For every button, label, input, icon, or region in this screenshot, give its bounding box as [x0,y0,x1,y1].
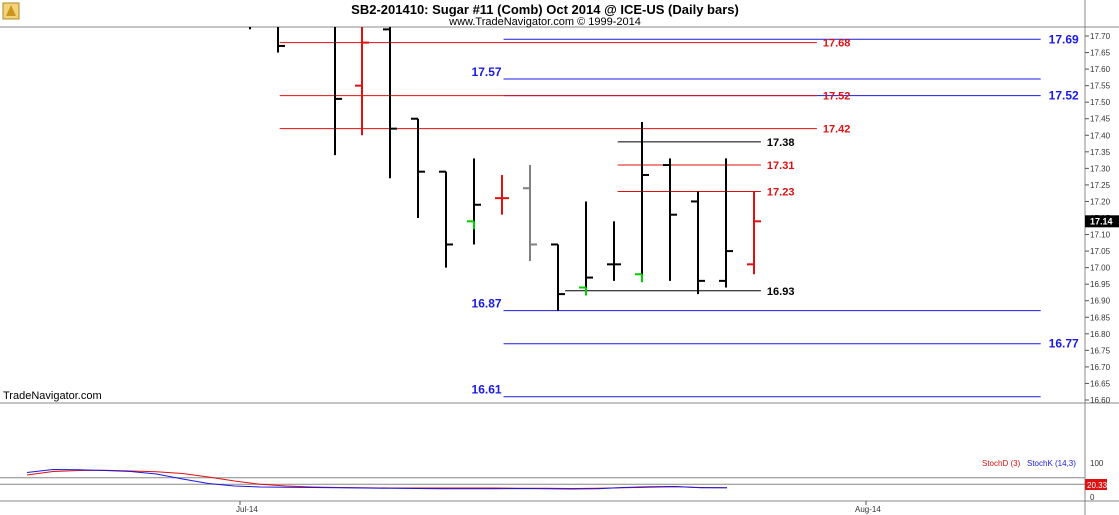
title-block: SB2-201410: Sugar #11 (Comb) Oct 2014 @ … [3,2,739,402]
trade-navigator-logo-icon[interactable] [2,2,20,20]
y-tick-label: 17.05 [1090,247,1111,256]
level-blue: 17.69 [503,32,1079,46]
ohlc-bar [607,221,621,281]
level-label: 16.93 [767,286,795,298]
ohlc-bar [551,243,565,311]
x-tick-label: Jul-14 [236,505,258,514]
ohlc-bar [495,174,509,215]
ohlc-bar [747,191,761,275]
y-tick-label: 16.80 [1090,330,1111,339]
y-tick-label: 16.75 [1090,346,1111,355]
level-red: 17.23 [617,187,795,199]
level-label: 17.42 [823,124,851,136]
level-label: 17.57 [472,65,502,79]
ohlc-bar [523,165,537,262]
last-price-box [1085,215,1119,228]
ohlc-bar [383,27,397,179]
y-tick-label: 16.65 [1090,379,1111,388]
stoch-tick-label: 100 [1090,459,1104,468]
stoch-last-box [1085,479,1107,490]
stoch-tick-label: 0 [1090,493,1095,502]
level-blue: 16.61 [472,383,1041,398]
ohlc-bar [439,170,453,268]
level-blue: 17.57 [472,65,1041,80]
level-blue: 16.77 [503,337,1079,351]
level-label: 17.23 [767,187,795,199]
level-label: 16.61 [472,383,502,397]
level-red: 17.31 [617,160,795,172]
x-tick-label: Aug-14 [855,505,881,514]
y-tick-label: 17.70 [1090,32,1111,41]
ohlc-bar [579,201,593,296]
level-label: 17.69 [1049,32,1079,46]
ohlc-bar [411,117,425,218]
y-tick-label: 17.50 [1090,98,1111,107]
level-red: 17.42 [279,124,851,136]
y-tick-label: 17.10 [1090,231,1111,240]
last-price-label: 17.14 [1090,216,1113,226]
price-levels: 17.69 17.68 17.57 17.52 17.52 17.42 17.38 17.31… [279,32,1079,398]
legend-stochd: StochD (3) [982,459,1021,468]
y-tick-label: 16.85 [1090,313,1111,322]
stoch-series-k [26,468,727,490]
level-black: 17.38 [617,137,795,149]
y-tick-label: 17.30 [1090,164,1111,173]
y-tick-label: 17.65 [1090,49,1111,58]
price-axis: 17.70 17.65 17.60 17.55 17.50 17.45 17.40 17.35… [1085,32,1119,405]
ohlc-bar [691,191,705,295]
ohlc-bar [663,158,677,281]
stochastic-panel: 100 0 20.33 StochD (3) StochK (14,3) [0,459,1108,502]
level-label: 17.68 [823,38,851,50]
logo-mark [6,5,16,16]
watermark: TradeNavigator.com [3,390,102,402]
y-tick-label: 16.95 [1090,280,1111,289]
y-tick-label: 16.70 [1090,363,1111,372]
y-tick-label: 17.60 [1090,65,1111,74]
y-tick-label: 17.45 [1090,115,1111,124]
ohlc-bar [635,122,649,283]
level-label: 17.31 [767,160,795,172]
y-tick-label: 17.25 [1090,181,1111,190]
date-axis: Jul-14 Aug-14 [236,501,881,514]
chart-title: SB2-201410: Sugar #11 (Comb) Oct 2014 @ … [351,2,739,17]
level-red: 17.52 [279,91,851,103]
level-black: 16.93 [565,286,794,298]
ohlc-bars [249,27,761,311]
stoch-series-d [26,469,728,490]
stoch-last-label: 20.33 [1087,481,1108,490]
y-tick-label: 17.20 [1090,197,1111,206]
ohlc-bar [277,27,285,53]
level-label: 16.77 [1049,337,1079,351]
ohlc-bar [467,158,481,245]
y-tick-label: 17.55 [1090,82,1111,91]
level-label: 16.87 [472,297,502,311]
chart-subtitle: www.TradeNavigator.com © 1999-2014 [448,16,641,28]
level-label: 17.52 [1049,89,1079,103]
level-blue: 16.87 [472,297,1041,312]
ohlc-bar [334,27,342,156]
legend-stochk: StochK (14,3) [1027,459,1076,468]
ohlc-bar [719,158,733,288]
ohlc-bar [355,27,369,136]
y-tick-label: 17.00 [1090,264,1111,273]
y-tick-label: 17.35 [1090,148,1111,157]
level-label: 17.38 [767,137,795,149]
level-red: 17.68 [279,38,851,50]
y-tick-label: 16.60 [1090,396,1111,405]
y-tick-label: 16.90 [1090,297,1111,306]
y-tick-label: 17.40 [1090,131,1111,140]
level-label: 17.52 [823,91,851,103]
